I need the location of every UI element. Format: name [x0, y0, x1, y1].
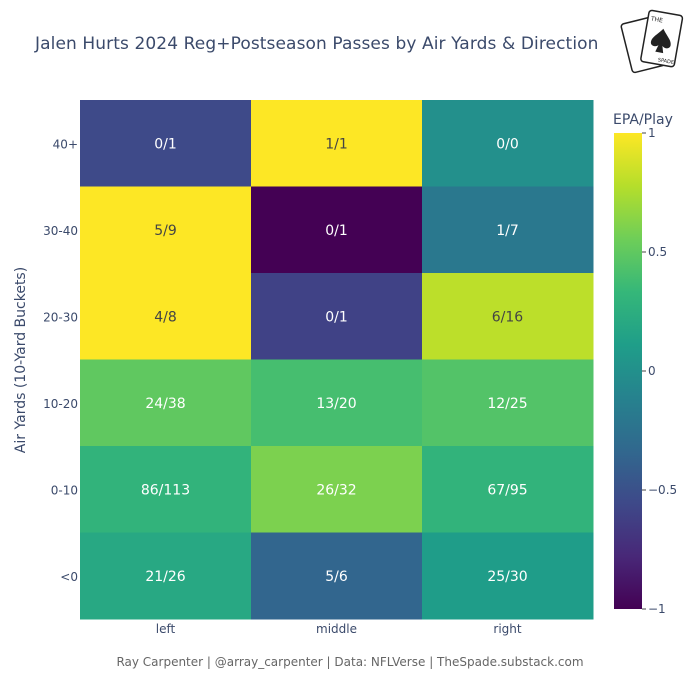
heatmap-cell-3-0 [80, 359, 252, 447]
heatmap-cell-2-1 [251, 273, 423, 360]
cell-label-1-1: 0/1 [325, 223, 348, 239]
colorbar-tick-label: 1 [648, 126, 656, 140]
heatmap-cell-1-2 [422, 186, 594, 274]
cell-label-2-2: 6/16 [492, 309, 524, 325]
heatmap-cell-0-0 [80, 100, 252, 187]
heatmap-cell-0-1 [251, 100, 423, 187]
heatmap-cell-4-2 [422, 446, 594, 533]
logo-text-spade: SPADE [657, 57, 674, 66]
colorbar-tick-label: −0.5 [648, 483, 677, 497]
y-tick-label: 30-40 [43, 224, 78, 238]
y-tick-label: 0-10 [51, 483, 78, 497]
cell-label-2-0: 4/8 [154, 309, 177, 325]
colorbar-tick-label: 0 [648, 364, 656, 378]
cell-label-0-0: 0/1 [154, 136, 177, 152]
x-tick-label: right [493, 622, 521, 636]
cell-label-4-2: 67/95 [487, 482, 527, 498]
colorbar-ticks: 1 0.5 0 −0.5 −1 [642, 126, 677, 616]
y-tick-label: 40+ [53, 137, 78, 151]
heatmap-cell-4-1 [251, 446, 423, 533]
x-axis-tick-labels: left middle right [156, 622, 522, 636]
cell-label-5-0: 21/26 [145, 569, 185, 585]
heatmap-cell-5-2 [422, 532, 594, 620]
cell-label-3-1: 13/20 [316, 396, 356, 412]
chart-title: Jalen Hurts 2024 Reg+Postseason Passes b… [35, 34, 599, 54]
colorbar-gradient [614, 133, 642, 609]
cell-label-0-2: 0/0 [496, 136, 519, 152]
heatmap-cell-3-2 [422, 359, 594, 447]
y-axis-label: Air Yards (10-Yard Buckets) [13, 267, 29, 453]
the-spade-logo: THE SPADE [620, 9, 684, 74]
colorbar-title: EPA/Play [613, 112, 673, 128]
cell-label-5-2: 25/30 [487, 569, 527, 585]
cell-label-4-1: 26/32 [316, 482, 356, 498]
cell-label-3-0: 24/38 [145, 396, 185, 412]
colorbar-tick-label: 0.5 [648, 245, 667, 259]
cell-label-1-2: 1/7 [496, 223, 519, 239]
x-tick-label: left [156, 622, 176, 636]
y-axis-tick-labels: 40+ 30-40 20-30 10-20 0-10 <0 [43, 137, 78, 584]
heatmap-cell-3-1 [251, 359, 423, 447]
y-tick-label: <0 [60, 570, 78, 584]
heatmap-cells [80, 100, 594, 620]
x-tick-label: middle [316, 622, 357, 636]
logo-text-the: THE [649, 15, 663, 24]
heatmap-cell-0-2 [422, 100, 594, 187]
cell-label-5-1: 5/6 [325, 569, 348, 585]
heatmap-cell-2-0 [80, 273, 252, 360]
colorbar-tick-label: −1 [648, 602, 666, 616]
heatmap-cell-5-1 [251, 532, 423, 620]
y-tick-label: 10-20 [43, 397, 78, 411]
cell-label-1-0: 5/9 [154, 223, 177, 239]
heatmap-cell-labels: 0/1 1/1 0/0 5/9 0/1 1/7 4/8 0/1 6/16 24/38 13/20 12… [141, 136, 528, 585]
cell-label-2-1: 0/1 [325, 309, 348, 325]
y-tick-label: 20-30 [43, 310, 78, 324]
heatmap-cell-2-2 [422, 273, 594, 360]
cell-label-3-2: 12/25 [487, 396, 527, 412]
cell-label-0-1: 1/1 [325, 136, 348, 152]
heatmap-cell-1-1 [251, 186, 423, 274]
heatmap-cell-1-0 [80, 186, 252, 274]
heatmap-cell-4-0 [80, 446, 252, 533]
chart-footer-credits: Ray Carpenter | @array_carpenter | Data:… [116, 655, 584, 669]
heatmap-cell-5-0 [80, 532, 252, 620]
cell-label-4-0: 86/113 [141, 482, 190, 498]
